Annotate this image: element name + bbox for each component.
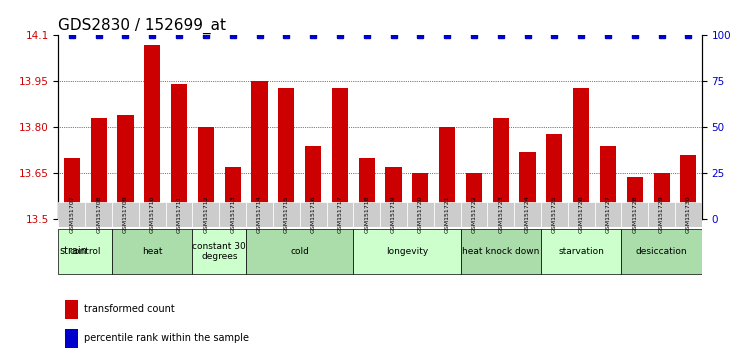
FancyBboxPatch shape (86, 202, 112, 227)
FancyBboxPatch shape (514, 202, 541, 227)
Bar (251, 81, 268, 354)
Bar (493, 118, 509, 354)
FancyBboxPatch shape (353, 229, 461, 274)
Bar (65, 329, 77, 348)
Text: longevity: longevity (386, 247, 428, 256)
Bar (385, 167, 401, 354)
Text: GSM151726: GSM151726 (579, 195, 583, 233)
Text: desiccation: desiccation (636, 247, 687, 256)
Text: GDS2830 / 152699_at: GDS2830 / 152699_at (58, 18, 227, 34)
FancyBboxPatch shape (621, 202, 648, 227)
Bar (118, 115, 134, 354)
Bar (466, 173, 482, 354)
Text: constant 30
degrees: constant 30 degrees (192, 242, 246, 261)
FancyBboxPatch shape (594, 202, 621, 227)
FancyBboxPatch shape (621, 229, 702, 274)
FancyBboxPatch shape (58, 229, 112, 274)
Text: strain: strain (60, 246, 88, 256)
FancyBboxPatch shape (112, 229, 192, 274)
FancyBboxPatch shape (568, 202, 594, 227)
FancyBboxPatch shape (541, 202, 568, 227)
Text: control: control (69, 247, 101, 256)
FancyBboxPatch shape (219, 202, 246, 227)
Text: GSM151713: GSM151713 (230, 195, 235, 233)
Text: cold: cold (290, 247, 309, 256)
Bar (654, 173, 670, 354)
FancyBboxPatch shape (675, 202, 702, 227)
FancyBboxPatch shape (648, 202, 675, 227)
Bar (626, 177, 643, 354)
FancyBboxPatch shape (58, 202, 86, 227)
Text: GSM151709: GSM151709 (123, 195, 128, 233)
Text: GSM151720: GSM151720 (418, 195, 423, 233)
Text: GSM151711: GSM151711 (177, 195, 181, 233)
Bar (198, 127, 214, 354)
FancyBboxPatch shape (192, 229, 246, 274)
FancyBboxPatch shape (166, 202, 192, 227)
FancyBboxPatch shape (461, 202, 488, 227)
Text: GSM151708: GSM151708 (96, 195, 101, 233)
Text: GSM151717: GSM151717 (338, 195, 342, 233)
Text: GSM151712: GSM151712 (203, 195, 208, 233)
Text: heat knock down: heat knock down (462, 247, 539, 256)
Bar (600, 146, 616, 354)
Bar (332, 87, 348, 354)
Bar (412, 173, 428, 354)
Text: starvation: starvation (558, 247, 604, 256)
Text: GSM151723: GSM151723 (499, 195, 503, 233)
FancyBboxPatch shape (139, 202, 166, 227)
FancyBboxPatch shape (112, 202, 139, 227)
Text: heat: heat (142, 247, 162, 256)
Text: transformed count: transformed count (84, 304, 175, 314)
FancyBboxPatch shape (541, 229, 621, 274)
FancyBboxPatch shape (300, 202, 327, 227)
FancyBboxPatch shape (433, 202, 461, 227)
Text: GSM151707: GSM151707 (69, 195, 75, 233)
FancyBboxPatch shape (327, 202, 353, 227)
Text: GSM151722: GSM151722 (471, 195, 477, 233)
Text: GSM151730: GSM151730 (686, 195, 691, 233)
Text: GSM151716: GSM151716 (311, 195, 316, 233)
Text: GSM151718: GSM151718 (364, 195, 369, 233)
Bar (520, 152, 536, 354)
Text: GSM151728: GSM151728 (632, 195, 637, 233)
Bar (279, 87, 295, 354)
Text: GSM151710: GSM151710 (150, 195, 155, 233)
Bar (64, 158, 80, 354)
Bar (359, 158, 375, 354)
Text: GSM151727: GSM151727 (605, 195, 610, 233)
FancyBboxPatch shape (488, 202, 514, 227)
FancyBboxPatch shape (461, 229, 541, 274)
Text: GSM151725: GSM151725 (552, 195, 557, 233)
FancyBboxPatch shape (246, 202, 273, 227)
Text: GSM151714: GSM151714 (257, 195, 262, 233)
FancyBboxPatch shape (192, 202, 219, 227)
Text: GSM151724: GSM151724 (525, 195, 530, 233)
FancyBboxPatch shape (380, 202, 407, 227)
Bar (224, 167, 240, 354)
FancyBboxPatch shape (246, 229, 353, 274)
FancyBboxPatch shape (273, 202, 300, 227)
Text: GSM151721: GSM151721 (444, 195, 450, 233)
Bar (573, 87, 589, 354)
FancyBboxPatch shape (407, 202, 433, 227)
Bar (65, 300, 77, 319)
Bar (144, 45, 160, 354)
Bar (681, 155, 697, 354)
Text: GSM151715: GSM151715 (284, 195, 289, 233)
Bar (305, 146, 321, 354)
Bar (171, 85, 187, 354)
Bar (439, 127, 455, 354)
Bar (91, 118, 107, 354)
Bar (546, 133, 562, 354)
Text: GSM151719: GSM151719 (391, 195, 396, 233)
Text: GSM151729: GSM151729 (659, 195, 664, 233)
FancyBboxPatch shape (353, 202, 380, 227)
Text: percentile rank within the sample: percentile rank within the sample (84, 333, 249, 343)
